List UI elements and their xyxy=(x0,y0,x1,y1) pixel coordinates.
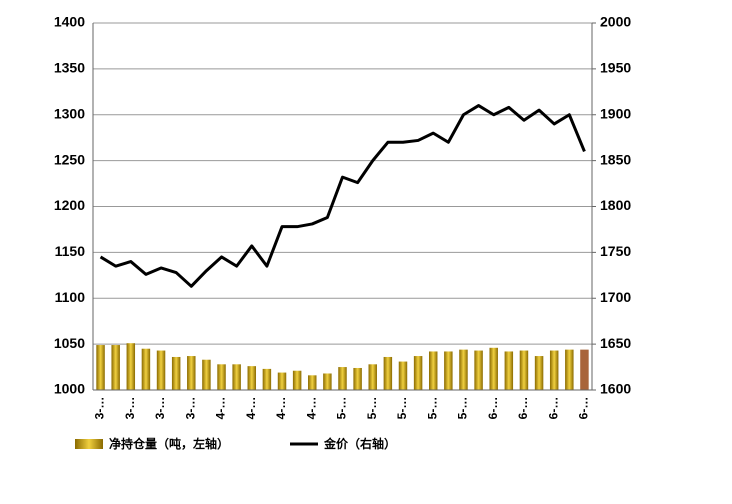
bar xyxy=(489,347,498,390)
x-tick-label: 5-… xyxy=(365,397,379,420)
bar xyxy=(444,351,453,390)
bar xyxy=(338,367,347,390)
bar xyxy=(262,368,272,390)
y-tick-label: 1400 xyxy=(54,14,85,30)
y-tick-label: 1200 xyxy=(54,197,85,213)
bar xyxy=(368,364,377,390)
bar xyxy=(459,349,468,390)
y2-tick-label: 1800 xyxy=(600,197,631,213)
y-tick-label: 1150 xyxy=(55,243,86,259)
x-tick-label: 5-… xyxy=(335,397,349,420)
x-tick-label: 6-… xyxy=(546,397,560,420)
x-tick-label: 3-… xyxy=(123,397,137,420)
bar xyxy=(383,356,393,390)
y-tick-label: 1300 xyxy=(54,105,85,121)
bar xyxy=(549,350,559,390)
bar xyxy=(232,364,241,390)
x-tick-label: 6-… xyxy=(486,397,500,420)
bar xyxy=(247,366,257,390)
x-tick-label: 6-… xyxy=(577,397,591,420)
bar xyxy=(519,350,529,390)
x-tick-label: 4-… xyxy=(274,397,288,420)
bar xyxy=(398,361,408,390)
legend-label: 净持仓量（吨，左轴） xyxy=(109,436,229,451)
bar xyxy=(156,350,166,390)
bar xyxy=(202,359,211,390)
bar xyxy=(96,345,105,390)
bar xyxy=(111,345,120,390)
price-line xyxy=(99,104,586,288)
y2-tick-label: 1850 xyxy=(600,151,631,167)
y-tick-label: 1000 xyxy=(54,381,85,397)
x-tick-label: 5-… xyxy=(425,397,439,420)
bar xyxy=(565,349,574,390)
bar xyxy=(187,356,196,390)
y-tick-label: 1100 xyxy=(55,289,86,305)
bar xyxy=(353,367,362,390)
x-tick-label: 3-… xyxy=(183,397,197,420)
bar xyxy=(428,351,438,390)
legend-swatch xyxy=(75,439,103,449)
bar xyxy=(217,364,226,390)
bar xyxy=(413,356,423,390)
y-tick-label: 1050 xyxy=(54,335,85,351)
bar xyxy=(277,372,287,390)
legend-label: 金价（右轴） xyxy=(323,436,396,451)
bar xyxy=(308,375,317,390)
x-tick-label: 3-… xyxy=(93,397,107,420)
bar xyxy=(474,350,483,390)
y2-tick-label: 2000 xyxy=(600,14,631,30)
bar xyxy=(580,349,589,390)
y2-tick-label: 1700 xyxy=(600,289,631,305)
x-tick-label: 5-… xyxy=(395,397,409,420)
y2-tick-label: 1600 xyxy=(600,381,631,397)
y2-tick-label: 1900 xyxy=(600,105,631,121)
x-tick-label: 4-… xyxy=(304,397,318,420)
y2-tick-label: 1650 xyxy=(600,335,631,351)
x-tick-label: 5-… xyxy=(456,397,470,420)
y2-tick-label: 1950 xyxy=(600,60,631,76)
bar xyxy=(126,343,136,390)
x-tick-label: 4-… xyxy=(244,397,258,420)
bar xyxy=(141,348,151,390)
x-tick-label: 6-… xyxy=(516,397,530,420)
bar xyxy=(323,373,332,390)
y-tick-label: 1250 xyxy=(54,151,85,167)
y2-tick-label: 1750 xyxy=(600,243,631,259)
bar xyxy=(504,351,514,390)
bar xyxy=(171,356,181,390)
y-tick-label: 1350 xyxy=(54,60,85,76)
x-tick-label: 3-… xyxy=(153,397,167,420)
x-tick-label: 4-… xyxy=(214,397,228,420)
bar xyxy=(534,356,544,390)
bar xyxy=(292,370,302,390)
